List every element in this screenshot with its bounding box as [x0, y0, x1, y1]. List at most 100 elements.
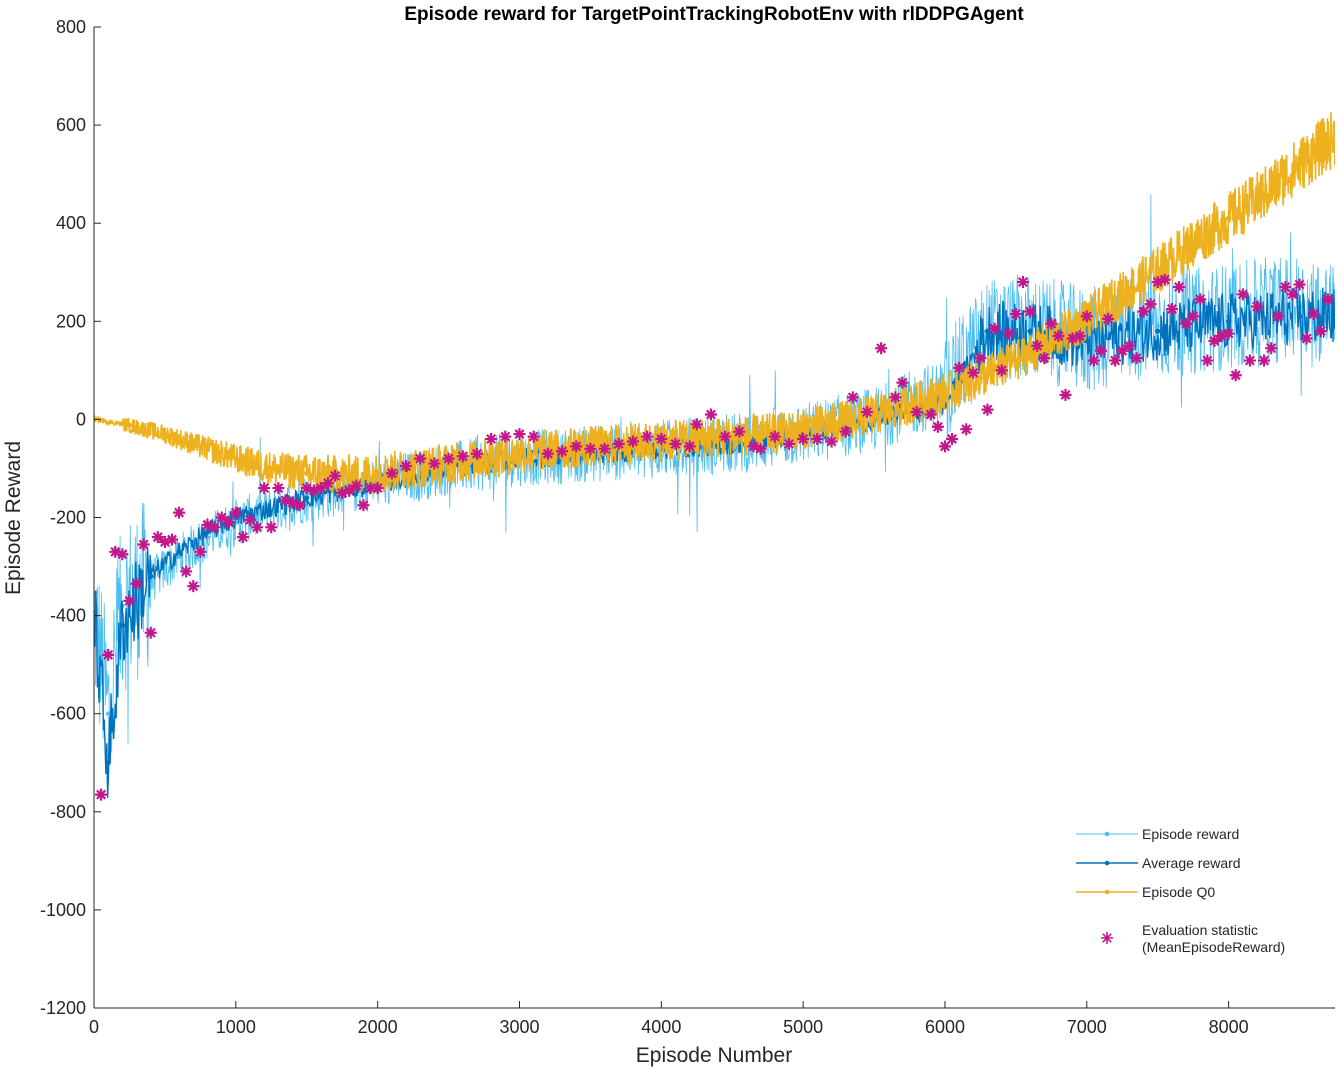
x-tick-label: 3000: [499, 1017, 539, 1037]
evaluation-marker: [875, 342, 888, 355]
evaluation-marker: [1052, 330, 1065, 343]
episode-q0-point: [1190, 240, 1196, 246]
x-tick-label: 0: [89, 1017, 99, 1037]
evaluation-marker: [194, 545, 207, 558]
evaluation-marker: [974, 352, 987, 365]
evaluation-marker: [201, 518, 214, 531]
evaluation-marker: [1286, 288, 1299, 301]
y-tick-label: 600: [56, 115, 86, 135]
evaluation-marker: [641, 430, 654, 443]
average-reward-point: [1332, 313, 1335, 319]
episode-q0-point: [233, 456, 239, 462]
episode-q0-point: [871, 411, 877, 418]
y-tick-label: -400: [50, 606, 86, 626]
evaluation-marker: [293, 499, 306, 512]
legend: Episode reward Average reward Episode Q0 Ev…: [1076, 826, 1285, 955]
evaluation-marker: [385, 467, 398, 480]
evaluation-marker: [541, 447, 554, 460]
average-reward-point: [119, 622, 125, 629]
evaluation-marker: [655, 433, 668, 446]
episode-q0-point: [304, 470, 310, 476]
evaluation-marker: [1307, 307, 1320, 320]
evaluation-marker: [1314, 325, 1327, 338]
legend-label: Episode Q0: [1142, 884, 1215, 900]
evaluation-marker: [1151, 276, 1164, 289]
evaluation-marker: [1094, 344, 1107, 357]
evaluation-marker: [960, 423, 973, 436]
evaluation-marker: [1002, 327, 1015, 340]
evaluation-marker: [1016, 276, 1029, 289]
evaluation-marker: [329, 469, 342, 482]
evaluation-marker: [336, 486, 349, 499]
episode-q0-point: [197, 443, 203, 449]
episode-q0-point: [516, 451, 523, 457]
episode-q0-point: [942, 389, 948, 396]
episode-q0-point: [1155, 267, 1161, 273]
evaluation-marker: [924, 408, 937, 421]
evaluation-marker: [456, 450, 469, 463]
evaluation-marker: [350, 479, 363, 492]
evaluation-marker: [825, 435, 838, 448]
evaluation-marker: [414, 452, 427, 465]
evaluation-marker: [102, 648, 115, 661]
evaluation-marker: [215, 511, 228, 524]
evaluation-marker: [1194, 293, 1207, 306]
evaluation-marker: [1073, 330, 1086, 343]
episode-q0-point: [1332, 134, 1335, 140]
evaluation-marker: [556, 445, 569, 458]
evaluation-marker: [371, 482, 384, 495]
evaluation-marker: [683, 440, 696, 453]
evaluation-marker: [1272, 310, 1285, 323]
evaluation-marker: [1293, 278, 1306, 291]
evaluation-marker: [1130, 352, 1143, 365]
evaluation-marker: [166, 533, 179, 546]
evaluation-marker: [1009, 307, 1022, 320]
average-reward-point: [984, 328, 991, 334]
episode-q0-line: [94, 112, 1335, 496]
evaluation-marker: [889, 391, 902, 404]
y-tick-label: 800: [56, 17, 86, 37]
episode-q0-point: [481, 456, 487, 462]
episode-q0-point: [375, 470, 381, 476]
evaluation-marker: [236, 531, 249, 544]
average-reward-point: [304, 495, 310, 501]
episode-q0-point: [623, 441, 629, 447]
evaluation-marker: [570, 440, 583, 453]
evaluation-marker: [400, 459, 413, 472]
series-evaluation-statistic: [95, 273, 1334, 801]
evaluation-marker: [1215, 330, 1228, 343]
x-tick-label: 8000: [1209, 1017, 1249, 1037]
series-layer: [94, 112, 1335, 801]
evaluation-marker: [251, 521, 264, 534]
evaluation-marker: [598, 442, 611, 455]
evaluation-marker: [208, 521, 221, 534]
evaluation-marker: [931, 420, 944, 433]
y-tick-label: -200: [50, 508, 86, 528]
evaluation-marker: [485, 433, 498, 446]
episode-q0-point: [694, 436, 700, 442]
evaluation-marker: [1208, 334, 1221, 347]
evaluation-marker: [953, 361, 966, 374]
evaluation-marker: [1116, 344, 1129, 357]
evaluation-marker: [839, 425, 852, 438]
evaluation-marker: [1080, 310, 1093, 323]
evaluation-marker: [244, 513, 257, 526]
evaluation-marker: [1109, 354, 1122, 367]
y-tick-label: -1000: [40, 900, 86, 920]
episode-q0-point: [1048, 338, 1054, 344]
evaluation-marker: [754, 442, 767, 455]
evaluation-marker: [946, 433, 959, 446]
episode-q0-point: [1226, 215, 1232, 221]
evaluation-marker: [499, 430, 512, 443]
evaluation-marker: [158, 536, 171, 549]
average-reward-point: [1296, 313, 1303, 319]
evaluation-marker: [1222, 327, 1235, 340]
y-tick-label: 200: [56, 311, 86, 331]
evaluation-marker: [995, 364, 1008, 377]
series-average-reward: [94, 287, 1335, 798]
episode-q0-point: [162, 431, 168, 437]
episode-reward-point: [1027, 324, 1033, 329]
evaluation-marker: [470, 447, 483, 460]
average-reward-point: [1155, 328, 1161, 334]
